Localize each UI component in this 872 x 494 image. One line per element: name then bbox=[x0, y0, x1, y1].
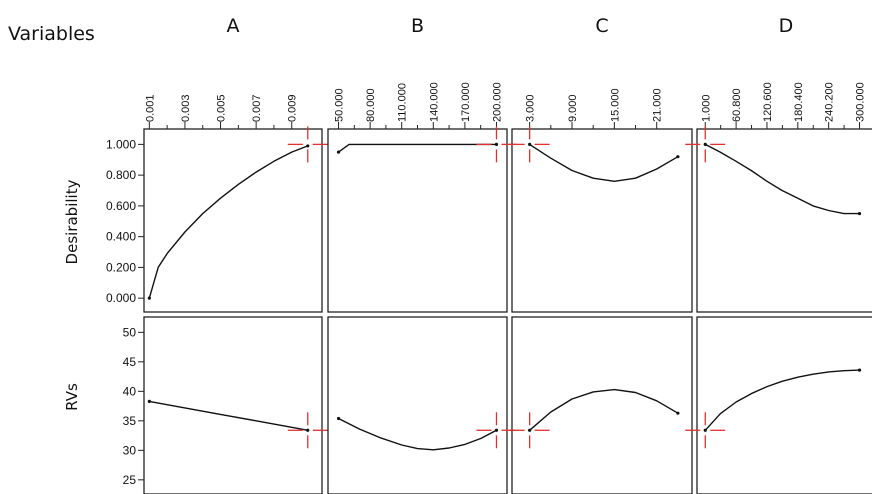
curve-endpoint-rvs-b bbox=[494, 428, 499, 432]
curve-rvs-d bbox=[704, 369, 860, 431]
panel-desirability-a bbox=[143, 128, 323, 313]
curve-desirability-b bbox=[338, 143, 497, 153]
x-tick-label-c: 9.000 bbox=[567, 94, 579, 122]
x-tick-label-c: 3.000 bbox=[525, 94, 537, 122]
y-tick-label-rvs: 35 bbox=[123, 414, 137, 428]
panel-rvs-b bbox=[327, 316, 508, 494]
curve-endpoint-desirability-a bbox=[147, 296, 151, 300]
x-tick-label-b: 80.000 bbox=[365, 88, 377, 122]
curve-endpoint-desirability-d bbox=[703, 142, 707, 146]
x-tick-label-c: 15.000 bbox=[609, 88, 621, 122]
x-tick-label-a: 0.005 bbox=[216, 94, 228, 122]
column-header-b: B bbox=[411, 15, 424, 37]
column-header-d: D bbox=[779, 15, 794, 37]
x-tick-label-b: 170.000 bbox=[460, 82, 472, 122]
y-tick-label-desirability: 1.000 bbox=[106, 137, 136, 151]
curve-endpoint-rvs-d bbox=[703, 428, 707, 432]
x-tick-label-d: 1.000 bbox=[700, 94, 712, 122]
curve-rvs-b bbox=[338, 417, 497, 451]
x-tick-label-d: 240.200 bbox=[824, 82, 836, 122]
curve-rvs-a bbox=[149, 400, 308, 431]
y-tick-label-rvs: 45 bbox=[123, 355, 137, 369]
figure-title: Variables bbox=[8, 23, 95, 45]
panel-desirability-d bbox=[696, 128, 872, 313]
curve-endpoint-desirability-b bbox=[494, 142, 499, 146]
x-tick-label-a: 0.009 bbox=[287, 94, 299, 122]
curve-endpoint-desirability-c bbox=[676, 155, 680, 159]
y-tick-label-desirability: 0.000 bbox=[106, 291, 136, 305]
x-tick-label-b: 50.000 bbox=[334, 88, 346, 122]
curve-desirability-c bbox=[529, 143, 679, 182]
panel-desirability-b bbox=[327, 128, 508, 313]
x-tick-label-d: 180.400 bbox=[793, 82, 805, 122]
column-header-a: A bbox=[227, 15, 240, 37]
x-tick-label-b: 200.000 bbox=[491, 82, 503, 122]
y-tick-label-rvs: 40 bbox=[123, 384, 137, 398]
curve-endpoint-rvs-c bbox=[676, 411, 680, 415]
curve-endpoint-rvs-b bbox=[336, 416, 341, 421]
curve-endpoint-rvs-c bbox=[528, 428, 532, 432]
curve-endpoint-desirability-b bbox=[336, 150, 341, 154]
y-tick-label-desirability: 0.200 bbox=[106, 260, 136, 274]
row-label-desirability: Desirability bbox=[63, 179, 81, 264]
panel-rvs-a bbox=[143, 316, 323, 494]
curve-desirability-a bbox=[148, 145, 309, 299]
y-tick-label-desirability: 0.600 bbox=[106, 199, 136, 213]
x-tick-label-d: 120.600 bbox=[762, 82, 774, 122]
curve-endpoint-rvs-a bbox=[147, 399, 151, 403]
row-label-rvs: RVs bbox=[63, 383, 81, 411]
curve-endpoint-desirability-c bbox=[528, 142, 532, 146]
panel-rvs-c bbox=[511, 316, 693, 494]
x-tick-label-b: 110.000 bbox=[397, 83, 409, 122]
x-tick-label-a: 0.007 bbox=[251, 94, 263, 122]
curve-endpoint-desirability-d bbox=[857, 211, 862, 216]
x-tick-label-a: 0.001 bbox=[144, 94, 156, 122]
y-tick-label-rvs: 50 bbox=[123, 325, 137, 339]
curve-endpoint-rvs-a bbox=[306, 428, 310, 432]
x-tick-label-c: 21.000 bbox=[652, 88, 664, 122]
x-tick-label-b: 140.000 bbox=[428, 82, 440, 122]
curve-endpoint-desirability-a bbox=[306, 144, 310, 148]
curve-rvs-c bbox=[529, 388, 679, 431]
column-header-c: C bbox=[595, 15, 608, 37]
x-tick-label-d: 60.800 bbox=[731, 88, 743, 122]
y-tick-label-rvs: 25 bbox=[123, 473, 137, 487]
x-tick-label-a: 0.003 bbox=[180, 94, 192, 122]
y-tick-label-desirability: 0.400 bbox=[106, 230, 136, 244]
curve-endpoint-rvs-d bbox=[857, 368, 862, 372]
curve-desirability-d bbox=[704, 143, 860, 215]
panel-rvs-d bbox=[696, 316, 872, 494]
y-tick-label-rvs: 30 bbox=[123, 443, 137, 457]
panel-desirability-c bbox=[511, 128, 693, 313]
x-tick-label-d: 300.000 bbox=[855, 82, 867, 122]
y-tick-label-desirability: 0.800 bbox=[106, 168, 136, 182]
